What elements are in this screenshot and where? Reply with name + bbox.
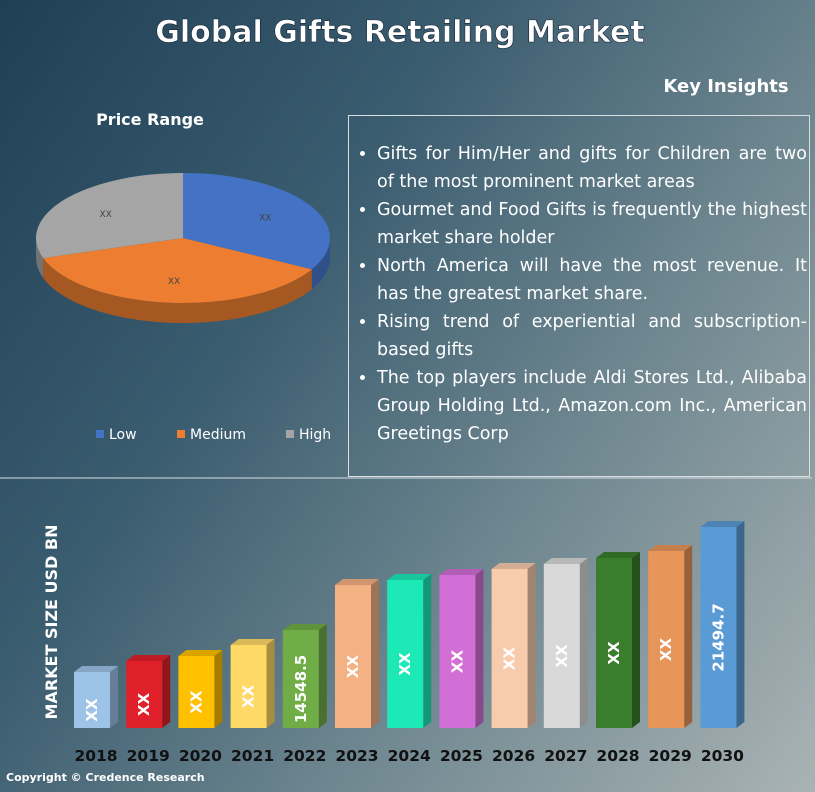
bar-top <box>543 557 588 564</box>
x-tick-label: 2021 <box>231 747 274 765</box>
bar-top <box>491 563 536 570</box>
value-label: XX <box>605 641 623 665</box>
bar <box>700 527 737 728</box>
value-label: XX <box>657 638 675 662</box>
slice-label: XX <box>259 213 271 223</box>
pie-slice <box>183 173 331 270</box>
bar-side <box>475 569 484 728</box>
slice-label: XX <box>100 210 112 220</box>
legend-swatch <box>286 430 294 438</box>
bar-top <box>648 545 693 552</box>
bar <box>648 551 685 728</box>
pie-side <box>43 258 312 323</box>
insight-item: The top players include Aldi Stores Ltd.… <box>377 364 807 448</box>
x-tick-label: 2020 <box>179 747 222 765</box>
bar <box>543 563 580 728</box>
value-label: XX <box>448 650 466 674</box>
x-tick-label: 2026 <box>492 747 535 765</box>
bar-side <box>318 623 327 728</box>
bar-top <box>439 569 484 576</box>
bar-side <box>736 521 745 728</box>
value-label: XX <box>240 685 258 709</box>
bar <box>178 656 215 728</box>
pie-slice <box>43 238 312 303</box>
insight-item: North America will have the most revenue… <box>377 252 807 308</box>
bar-side <box>527 563 536 728</box>
copyright: Copyright © Credence Research <box>6 771 205 784</box>
bar <box>335 585 371 728</box>
legend-swatch <box>177 430 185 438</box>
bar-side <box>684 545 693 728</box>
bar-side <box>266 638 275 728</box>
bar-side <box>632 552 640 728</box>
bar-side <box>423 574 432 728</box>
x-tick-label: 2018 <box>74 747 117 765</box>
bar <box>491 569 528 728</box>
value-label: 21494.7 <box>709 603 727 671</box>
x-tick-label: 2019 <box>127 747 170 765</box>
bar-side <box>162 654 171 728</box>
slice-label: XX <box>168 277 180 287</box>
value-label: XX <box>135 693 153 717</box>
x-tick-label: 2029 <box>649 747 692 765</box>
bar <box>387 580 424 728</box>
pie-slice <box>35 173 184 259</box>
bar-top <box>74 666 118 672</box>
value-label: XX <box>83 698 101 722</box>
bar-top <box>282 623 327 630</box>
value-label: 14548.5 <box>292 655 310 723</box>
legend-label: Medium <box>190 427 246 443</box>
insights-list: Gifts for Him/Her and gifts for Children… <box>357 140 807 448</box>
value-label: XX <box>553 644 571 668</box>
bar-top <box>596 552 640 559</box>
insight-item: Gifts for Him/Her and gifts for Children… <box>377 140 807 196</box>
bar-top <box>126 654 171 661</box>
x-tick-label: 2023 <box>335 747 378 765</box>
value-label: XX <box>501 647 519 671</box>
insights-heading: Key Insights <box>663 76 788 97</box>
bar-side <box>110 666 118 728</box>
bar-top <box>178 650 223 657</box>
bar-top <box>700 521 745 527</box>
x-tick-label: 2030 <box>701 747 744 765</box>
bar-top <box>335 579 379 586</box>
value-label: XX <box>187 690 205 714</box>
x-tick-label: 2027 <box>544 747 587 765</box>
bar-top <box>230 638 275 645</box>
y-axis-label: MARKET SIZE USD BN <box>42 525 61 720</box>
legend-swatch <box>96 430 104 438</box>
bar <box>74 672 110 728</box>
bar-top <box>387 574 432 581</box>
insight-item: Gourmet and Food Gifts is frequently the… <box>377 196 807 252</box>
bar <box>596 558 632 728</box>
bar-side <box>371 579 379 728</box>
x-tick-label: 2025 <box>440 747 483 765</box>
x-tick-label: 2022 <box>283 747 326 765</box>
value-label: XX <box>344 655 362 679</box>
legend-label: High <box>299 427 331 443</box>
pie-side <box>311 238 330 290</box>
bar-side <box>214 650 223 728</box>
main-title: Global Gifts Retailing Market <box>155 15 644 50</box>
bar-side <box>579 557 588 728</box>
bar <box>230 644 267 728</box>
bar <box>126 660 163 728</box>
legend-label: Low <box>109 427 137 443</box>
value-label: XX <box>396 652 414 676</box>
pie-title: Price Range <box>96 110 204 129</box>
insights-box: Gifts for Him/Her and gifts for Children… <box>348 115 810 477</box>
bar <box>439 575 476 728</box>
bar <box>282 629 319 728</box>
x-tick-label: 2024 <box>388 747 431 765</box>
x-tick-label: 2028 <box>596 747 639 765</box>
pie-side <box>36 238 44 279</box>
insight-item: Rising trend of experiential and subscri… <box>377 308 807 364</box>
